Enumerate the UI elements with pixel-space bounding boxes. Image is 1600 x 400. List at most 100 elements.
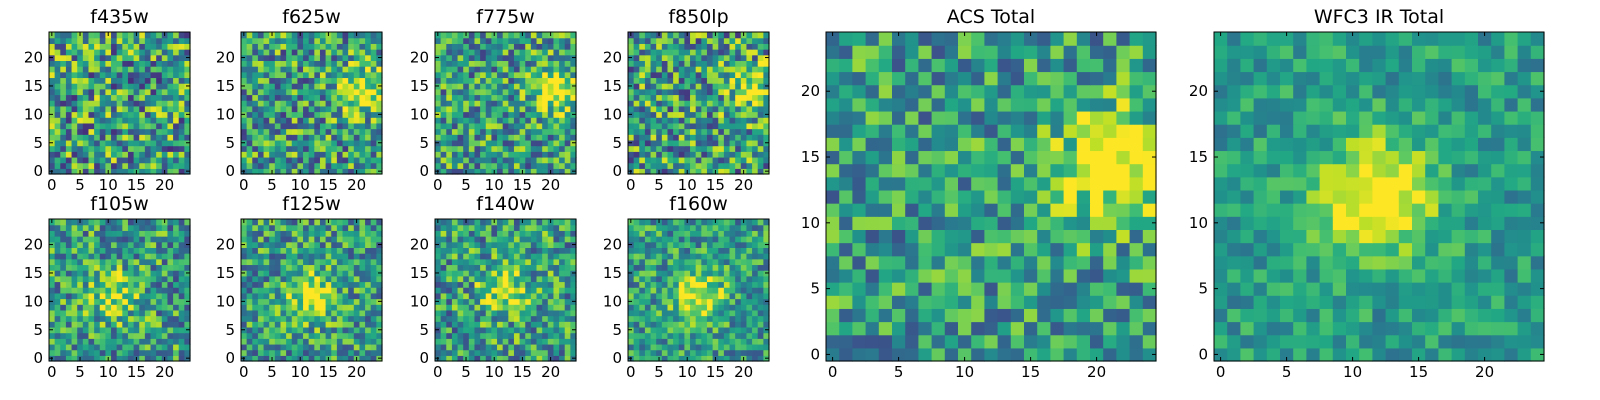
heatmap-cell: [376, 253, 383, 260]
heatmap-cell: [740, 349, 748, 356]
heatmap-cell: [291, 71, 298, 79]
heatmap-cell: [480, 253, 487, 260]
heatmap-cell: [246, 355, 253, 362]
heatmap-cell: [257, 168, 265, 175]
heatmap-cell: [308, 292, 315, 300]
heatmap-cell: [291, 355, 298, 362]
heatmap-cell: [122, 270, 129, 277]
heatmap-cell: [474, 88, 481, 96]
heatmap-cell: [246, 128, 253, 135]
heatmap-cell: [122, 66, 129, 73]
heatmap-cell: [639, 37, 646, 44]
heatmap-cell: [502, 94, 509, 101]
heatmap-cell: [701, 287, 708, 294]
heatmap-cell: [49, 230, 56, 237]
heatmap-cell: [485, 241, 492, 248]
heatmap-cell: [111, 156, 118, 164]
heatmap-cell: [122, 292, 129, 300]
heatmap-cell: [644, 100, 652, 107]
heatmap-cell: [77, 100, 84, 107]
heatmap-cell: [178, 32, 185, 39]
heatmap-cell: [542, 37, 549, 44]
heatmap-cell: [536, 83, 543, 90]
heatmap-cell: [303, 321, 310, 328]
heatmap-cell: [348, 156, 355, 164]
heatmap-cell: [435, 145, 442, 152]
heatmap-cell: [370, 332, 377, 339]
heatmap-cell: [712, 287, 719, 294]
heatmap-cell: [319, 151, 327, 158]
heatmap-cell: [513, 60, 521, 67]
heatmap-cell: [88, 326, 95, 334]
heatmap-cell: [463, 258, 470, 266]
heatmap-cell: [353, 349, 361, 356]
heatmap-cell: [661, 338, 669, 345]
heatmap-cell: [530, 304, 538, 311]
heatmap-cell: [570, 128, 577, 135]
heatmap-cell: [525, 343, 532, 351]
heatmap-cell: [77, 145, 84, 152]
heatmap-cell: [701, 128, 708, 135]
heatmap-cell: [342, 349, 349, 356]
heatmap-cell: [570, 117, 577, 124]
heatmap-cell: [525, 304, 532, 311]
heatmap-cell: [308, 88, 315, 96]
heatmap-cell: [88, 270, 95, 277]
heatmap-cell: [269, 321, 276, 328]
heatmap-cell: [77, 88, 84, 96]
heatmap-cell: [370, 32, 377, 39]
heatmap-cell: [536, 292, 543, 300]
heatmap-cell: [161, 134, 169, 141]
heatmap-cell: [71, 355, 78, 362]
heatmap-cell: [370, 309, 377, 317]
heatmap-cell: [525, 281, 532, 288]
heatmap-cell: [257, 43, 265, 50]
heatmap-cell: [49, 321, 56, 328]
heatmap-cell: [451, 292, 459, 300]
heatmap-cell: [348, 224, 355, 231]
heatmap-cell: [60, 88, 67, 96]
heatmap-cell: [99, 139, 106, 147]
heatmap-cell: [491, 83, 498, 90]
heatmap-cell: [342, 281, 349, 288]
heatmap-cell: [468, 241, 476, 248]
heatmap-cell: [644, 270, 652, 277]
heatmap-cell: [508, 60, 515, 67]
heatmap-cell: [673, 134, 680, 141]
heatmap-cell: [82, 151, 90, 158]
heatmap-cell: [280, 264, 287, 271]
heatmap-cell: [633, 349, 640, 356]
heatmap-cell: [144, 298, 152, 305]
heatmap-cell: [71, 43, 78, 50]
heatmap-cell: [308, 100, 315, 107]
heatmap-cell: [331, 145, 338, 152]
heatmap-cell: [342, 156, 349, 164]
heatmap-cell: [752, 326, 759, 334]
heatmap-cell: [463, 270, 470, 277]
heatmap-cell: [757, 54, 764, 61]
heatmap-cell: [94, 43, 101, 50]
heatmap-cell: [105, 60, 112, 67]
heatmap-cell: [502, 122, 509, 130]
heatmap-cell: [701, 111, 708, 118]
heatmap-cell: [370, 264, 377, 271]
heatmap-cell: [116, 151, 123, 158]
heatmap-cell: [274, 264, 282, 271]
heatmap-cell: [485, 304, 492, 311]
heatmap-cell: [94, 304, 101, 311]
heatmap-cell: [639, 128, 646, 135]
heatmap-cell: [241, 332, 248, 339]
heatmap-cell: [348, 270, 355, 277]
heatmap-cell: [706, 156, 714, 164]
heatmap-cell: [650, 151, 657, 158]
heatmap-cell: [71, 230, 78, 237]
heatmap-cell: [314, 66, 321, 73]
heatmap-cell: [116, 264, 123, 271]
heatmap-cell: [559, 71, 566, 79]
heatmap-cell: [82, 168, 90, 175]
heatmap-cell: [54, 247, 61, 254]
heatmap-cell: [650, 111, 657, 118]
heatmap-cell: [99, 224, 106, 231]
heatmap-cell: [77, 122, 84, 130]
